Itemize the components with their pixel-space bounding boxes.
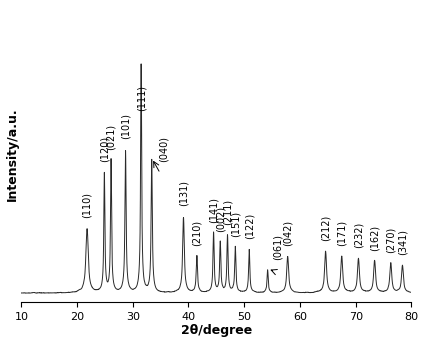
Y-axis label: Intensity/a.u.: Intensity/a.u. bbox=[6, 107, 19, 201]
Text: (232): (232) bbox=[354, 222, 363, 248]
Text: (212): (212) bbox=[321, 215, 331, 241]
Text: (021): (021) bbox=[106, 124, 116, 150]
Text: (111): (111) bbox=[136, 85, 146, 110]
X-axis label: 2θ/degree: 2θ/degree bbox=[181, 324, 252, 338]
Text: (210): (210) bbox=[192, 220, 202, 246]
Text: (120): (120) bbox=[99, 136, 109, 162]
Text: (122): (122) bbox=[244, 213, 254, 239]
Text: (110): (110) bbox=[82, 192, 92, 218]
Text: (211): (211) bbox=[223, 199, 232, 225]
Text: (151): (151) bbox=[230, 211, 240, 237]
Text: (131): (131) bbox=[179, 180, 189, 206]
Text: (162): (162) bbox=[370, 224, 379, 251]
Text: (101): (101) bbox=[120, 113, 131, 139]
Text: (061): (061) bbox=[273, 234, 283, 260]
Text: (270): (270) bbox=[386, 227, 396, 253]
Text: (171): (171) bbox=[337, 220, 347, 246]
Text: (042): (042) bbox=[283, 220, 293, 246]
Text: (040): (040) bbox=[159, 136, 168, 162]
Text: (002): (002) bbox=[215, 206, 225, 232]
Text: (341): (341) bbox=[397, 229, 407, 255]
Text: (141): (141) bbox=[209, 197, 218, 223]
